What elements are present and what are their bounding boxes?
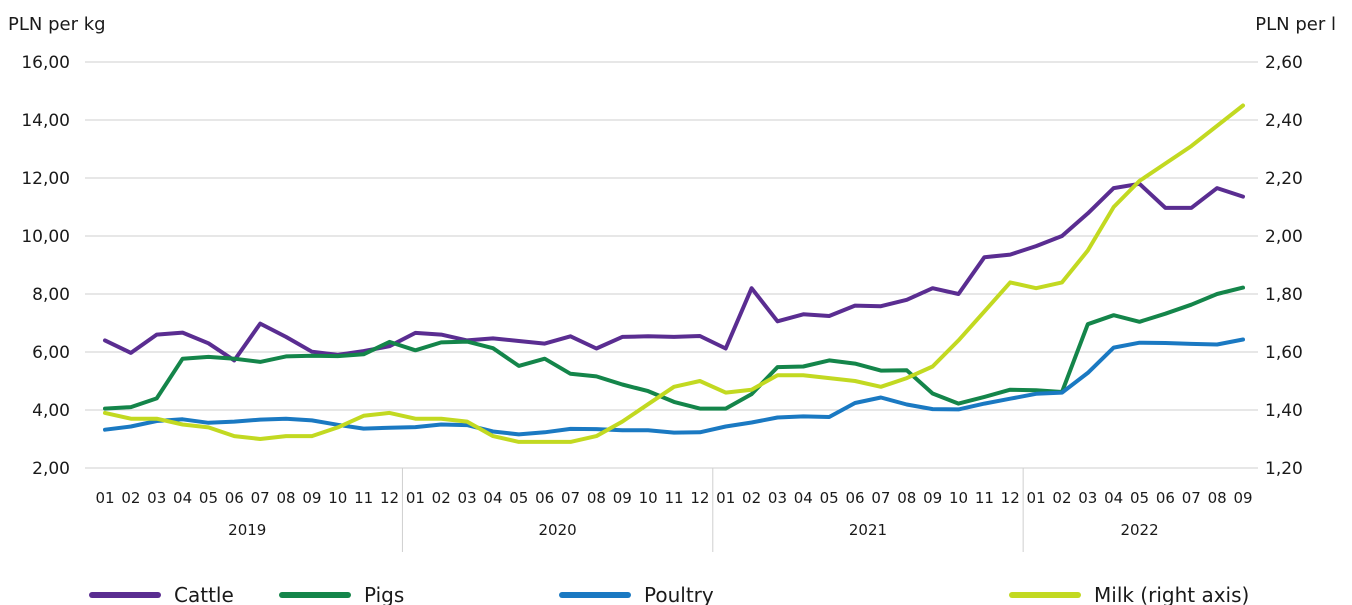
- month-tick-label: 08: [587, 489, 606, 507]
- month-tick-label: 08: [276, 489, 295, 507]
- legend: Cattle Pigs Poultry Milk (right axis): [89, 583, 1249, 605]
- right-tick-label: 2,00: [1265, 227, 1303, 247]
- left-tick-label: 4,00: [32, 401, 70, 421]
- month-tick-label: 09: [923, 489, 942, 507]
- month-tick-label: 09: [1233, 489, 1252, 507]
- month-tick-label: 04: [1104, 489, 1123, 507]
- month-tick-label: 07: [561, 489, 580, 507]
- month-tick-label: 05: [1130, 489, 1149, 507]
- left-axis-unit: PLN per kg: [8, 14, 106, 35]
- right-axis-unit: PLN per l: [1255, 14, 1336, 35]
- right-axis-tick-labels: 1,20 1,40 1,60 1,80 2,00 2,20 2,40 2,60: [1265, 53, 1303, 479]
- month-tick-label: 01: [1027, 489, 1046, 507]
- month-tick-label: 04: [794, 489, 813, 507]
- right-tick-label: 1,20: [1265, 459, 1303, 479]
- month-tick-label: 02: [1052, 489, 1071, 507]
- month-tick-label: 09: [302, 489, 321, 507]
- left-tick-label: 10,00: [21, 227, 70, 247]
- month-tick-label: 06: [1156, 489, 1175, 507]
- month-tick-label: 12: [380, 489, 399, 507]
- legend-label-milk-right-axis: Milk (right axis): [1094, 583, 1249, 605]
- month-tick-label: 11: [354, 489, 373, 507]
- month-tick-label: 08: [897, 489, 916, 507]
- legend-label-pigs: Pigs: [364, 583, 404, 605]
- month-tick-label: 04: [173, 489, 192, 507]
- month-tick-label: 06: [535, 489, 554, 507]
- month-tick-label: 03: [458, 489, 477, 507]
- right-tick-label: 1,80: [1265, 285, 1303, 305]
- month-tick-label: 06: [225, 489, 244, 507]
- month-tick-label: 03: [147, 489, 166, 507]
- month-tick-label: 05: [199, 489, 218, 507]
- month-tick-label: 02: [742, 489, 761, 507]
- left-axis-tick-labels: 2,00 4,00 6,00 8,00 10,00 12,00 14,00 16,00: [21, 53, 70, 479]
- left-tick-label: 12,00: [21, 169, 70, 189]
- month-tick-label: 07: [251, 489, 270, 507]
- series-line-cattle: [103, 181, 1245, 363]
- series-line-milk-right-axis: [103, 103, 1245, 444]
- year-label: 2019: [228, 521, 266, 539]
- legend-label-poultry: Poultry: [644, 583, 714, 605]
- month-tick-label: 01: [95, 489, 114, 507]
- month-tick-label: 02: [121, 489, 140, 507]
- right-tick-label: 1,60: [1265, 343, 1303, 363]
- legend-label-cattle: Cattle: [174, 583, 234, 605]
- month-tick-label: 08: [1208, 489, 1227, 507]
- month-tick-label: 11: [664, 489, 683, 507]
- month-tick-label: 03: [768, 489, 787, 507]
- month-tick-label: 06: [845, 489, 864, 507]
- month-tick-label: 03: [1078, 489, 1097, 507]
- month-tick-label: 12: [1001, 489, 1020, 507]
- left-tick-label: 8,00: [32, 285, 70, 305]
- month-tick-label: 01: [716, 489, 735, 507]
- right-tick-label: 1,40: [1265, 401, 1303, 421]
- year-label: 2022: [1120, 521, 1158, 539]
- right-tick-label: 2,60: [1265, 53, 1303, 73]
- year-label: 2020: [539, 521, 577, 539]
- month-tick-label: 05: [509, 489, 528, 507]
- series-lines: [103, 103, 1245, 444]
- month-tick-label: 07: [871, 489, 890, 507]
- grid-lines: [85, 61, 1258, 469]
- left-tick-label: 16,00: [21, 53, 70, 73]
- month-tick-label: 10: [639, 489, 658, 507]
- month-tick-label: 05: [820, 489, 839, 507]
- month-tick-label: 09: [613, 489, 632, 507]
- series-line-pigs: [103, 285, 1245, 411]
- month-tick-label: 10: [949, 489, 968, 507]
- month-tick-label: 11: [975, 489, 994, 507]
- left-tick-label: 2,00: [32, 459, 70, 479]
- x-axis-labels: 01 02 03 04 05 06 07 08 09 10 11 12 01 02 03 04 05 06 07 08…: [95, 468, 1253, 552]
- left-tick-label: 14,00: [21, 111, 70, 131]
- right-tick-label: 2,40: [1265, 111, 1303, 131]
- month-tick-label: 07: [1182, 489, 1201, 507]
- left-tick-label: 6,00: [32, 343, 70, 363]
- month-tick-label: 12: [690, 489, 709, 507]
- month-tick-label: 02: [432, 489, 451, 507]
- year-label: 2021: [849, 521, 887, 539]
- month-tick-label: 04: [483, 489, 502, 507]
- month-tick-label: 10: [328, 489, 347, 507]
- series-line-poultry: [103, 337, 1245, 437]
- right-tick-label: 2,20: [1265, 169, 1303, 189]
- month-tick-label: 01: [406, 489, 425, 507]
